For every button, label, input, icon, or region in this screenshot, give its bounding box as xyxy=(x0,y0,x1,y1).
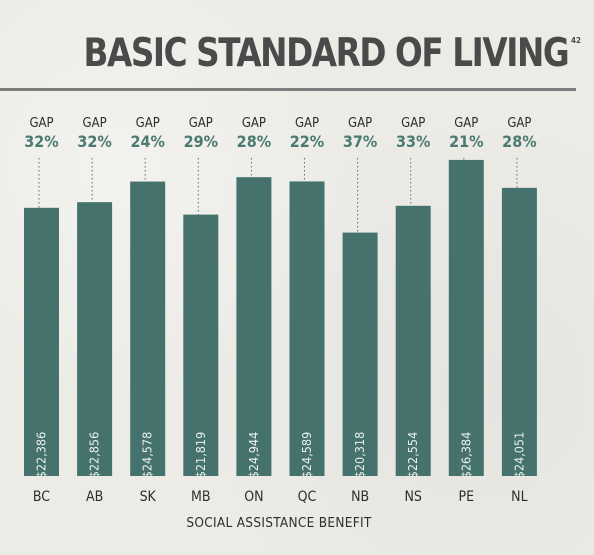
category-label-qc: QC xyxy=(298,489,317,505)
x-axis-label: SOCIAL ASSISTANCE BENEFIT xyxy=(186,515,372,531)
gap-word-bc: GAP xyxy=(29,116,53,131)
chart-title: BASIC STANDARD OF LIVING xyxy=(83,31,569,76)
gap-leader-lines xyxy=(38,158,518,233)
bar-qc xyxy=(289,181,325,477)
category-labels: BC AB SK MB ON QC NB NS PE NL xyxy=(33,489,528,505)
gap-percent-pe: 21% xyxy=(449,132,483,151)
value-label-sk: $24,578 xyxy=(140,432,155,479)
value-label-bc: $22,386 xyxy=(34,432,49,479)
gap-word-nl: GAP xyxy=(507,116,531,131)
bar-nb xyxy=(342,232,378,476)
gap-percent-qc: 22% xyxy=(290,132,324,151)
category-label-nl: NL xyxy=(511,489,527,505)
category-label-pe: PE xyxy=(459,489,475,505)
gap-word-ns: GAP xyxy=(401,116,425,131)
gap-percent-bc: 32% xyxy=(24,132,58,151)
bar-value-labels: $22,386 $22,856 $24,578 $21,819 $24,944 $24,5… xyxy=(34,432,527,479)
gap-word-sk: GAP xyxy=(136,116,160,131)
bar-bc xyxy=(24,207,59,476)
bar-nl xyxy=(501,187,537,476)
value-label-nb: $20,318 xyxy=(352,432,367,479)
gap-word-pe: GAP xyxy=(454,116,478,131)
gap-word-labels: GAP GAP GAP GAP GAP GAP GAP GAP GAP GAP xyxy=(29,116,531,131)
value-label-nl: $24,051 xyxy=(511,432,526,479)
category-label-ab: AB xyxy=(86,489,103,505)
category-label-bc: BC xyxy=(33,489,50,505)
category-label-sk: SK xyxy=(140,489,157,505)
gap-percent-on: 28% xyxy=(237,132,271,151)
gap-percent-nl: 28% xyxy=(502,132,536,151)
bar-mb xyxy=(183,214,219,476)
category-label-mb: MB xyxy=(191,489,211,505)
gap-percent-nb: 37% xyxy=(343,132,377,151)
category-label-on: ON xyxy=(244,489,263,505)
bars xyxy=(24,159,537,477)
bar-ns xyxy=(395,205,431,476)
gap-percent-sk: 24% xyxy=(130,132,164,151)
bar-on xyxy=(236,177,272,476)
value-label-ab: $22,856 xyxy=(87,432,102,479)
bar-pe xyxy=(448,159,484,476)
gap-word-nb: GAP xyxy=(348,116,372,131)
gap-word-qc: GAP xyxy=(295,116,319,131)
gap-word-on: GAP xyxy=(242,116,266,131)
category-label-ns: NS xyxy=(404,489,421,505)
value-label-pe: $26,384 xyxy=(458,432,473,479)
footnote-number: 42 xyxy=(571,36,582,45)
gap-percent-ns: 33% xyxy=(396,132,430,151)
value-label-ns: $22,554 xyxy=(405,432,420,479)
gap-percent-labels: 32% 32% 24% 29% 28% 22% 37% 33% 21% 28% xyxy=(24,132,536,151)
bar-ab xyxy=(77,202,113,476)
gap-word-mb: GAP xyxy=(189,116,213,131)
value-label-qc: $24,589 xyxy=(299,432,314,479)
gap-percent-mb: 29% xyxy=(184,132,218,151)
value-label-on: $24,944 xyxy=(246,432,261,479)
bar-sk xyxy=(130,181,166,477)
category-label-nb: NB xyxy=(351,489,369,505)
gap-word-ab: GAP xyxy=(83,116,107,131)
value-label-mb: $21,819 xyxy=(193,432,208,479)
title-rule xyxy=(0,88,576,91)
gap-percent-ab: 32% xyxy=(77,132,111,151)
